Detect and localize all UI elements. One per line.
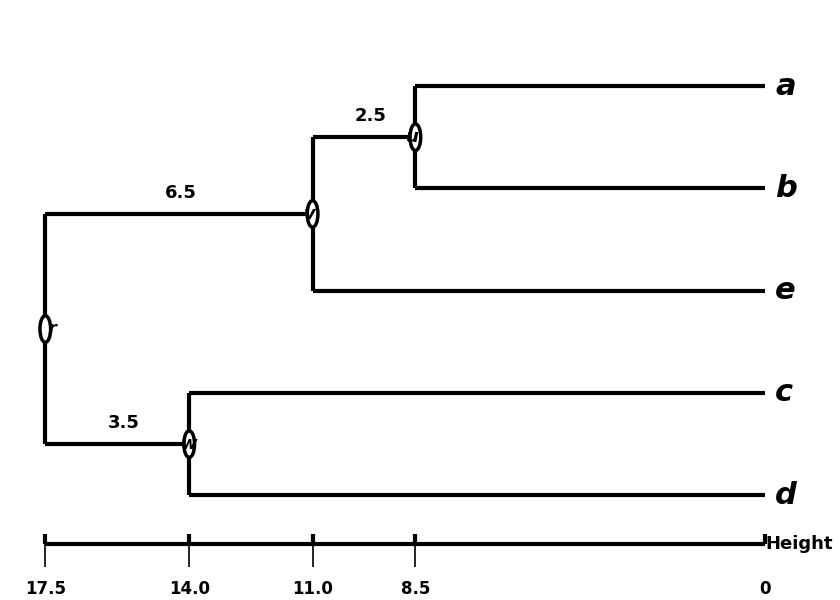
Text: u: u (407, 128, 419, 146)
Text: 3.5: 3.5 (108, 414, 139, 432)
Text: 0: 0 (759, 580, 770, 598)
Circle shape (410, 124, 421, 151)
Text: 2.5: 2.5 (354, 107, 386, 125)
Text: v: v (303, 205, 315, 223)
Text: 17.5: 17.5 (25, 580, 66, 598)
Text: r: r (48, 320, 57, 338)
Circle shape (40, 316, 50, 343)
Text: a: a (775, 71, 795, 101)
Text: e: e (775, 276, 795, 305)
Text: b: b (775, 174, 797, 203)
Text: Height: Height (765, 535, 832, 553)
Circle shape (307, 200, 318, 227)
Text: 11.0: 11.0 (292, 580, 333, 598)
Text: 14.0: 14.0 (169, 580, 210, 598)
Circle shape (184, 431, 195, 457)
Text: w: w (180, 435, 197, 453)
Text: c: c (775, 379, 793, 407)
Text: d: d (775, 481, 797, 510)
Text: 6.5: 6.5 (165, 184, 197, 202)
Text: 8.5: 8.5 (401, 580, 430, 598)
